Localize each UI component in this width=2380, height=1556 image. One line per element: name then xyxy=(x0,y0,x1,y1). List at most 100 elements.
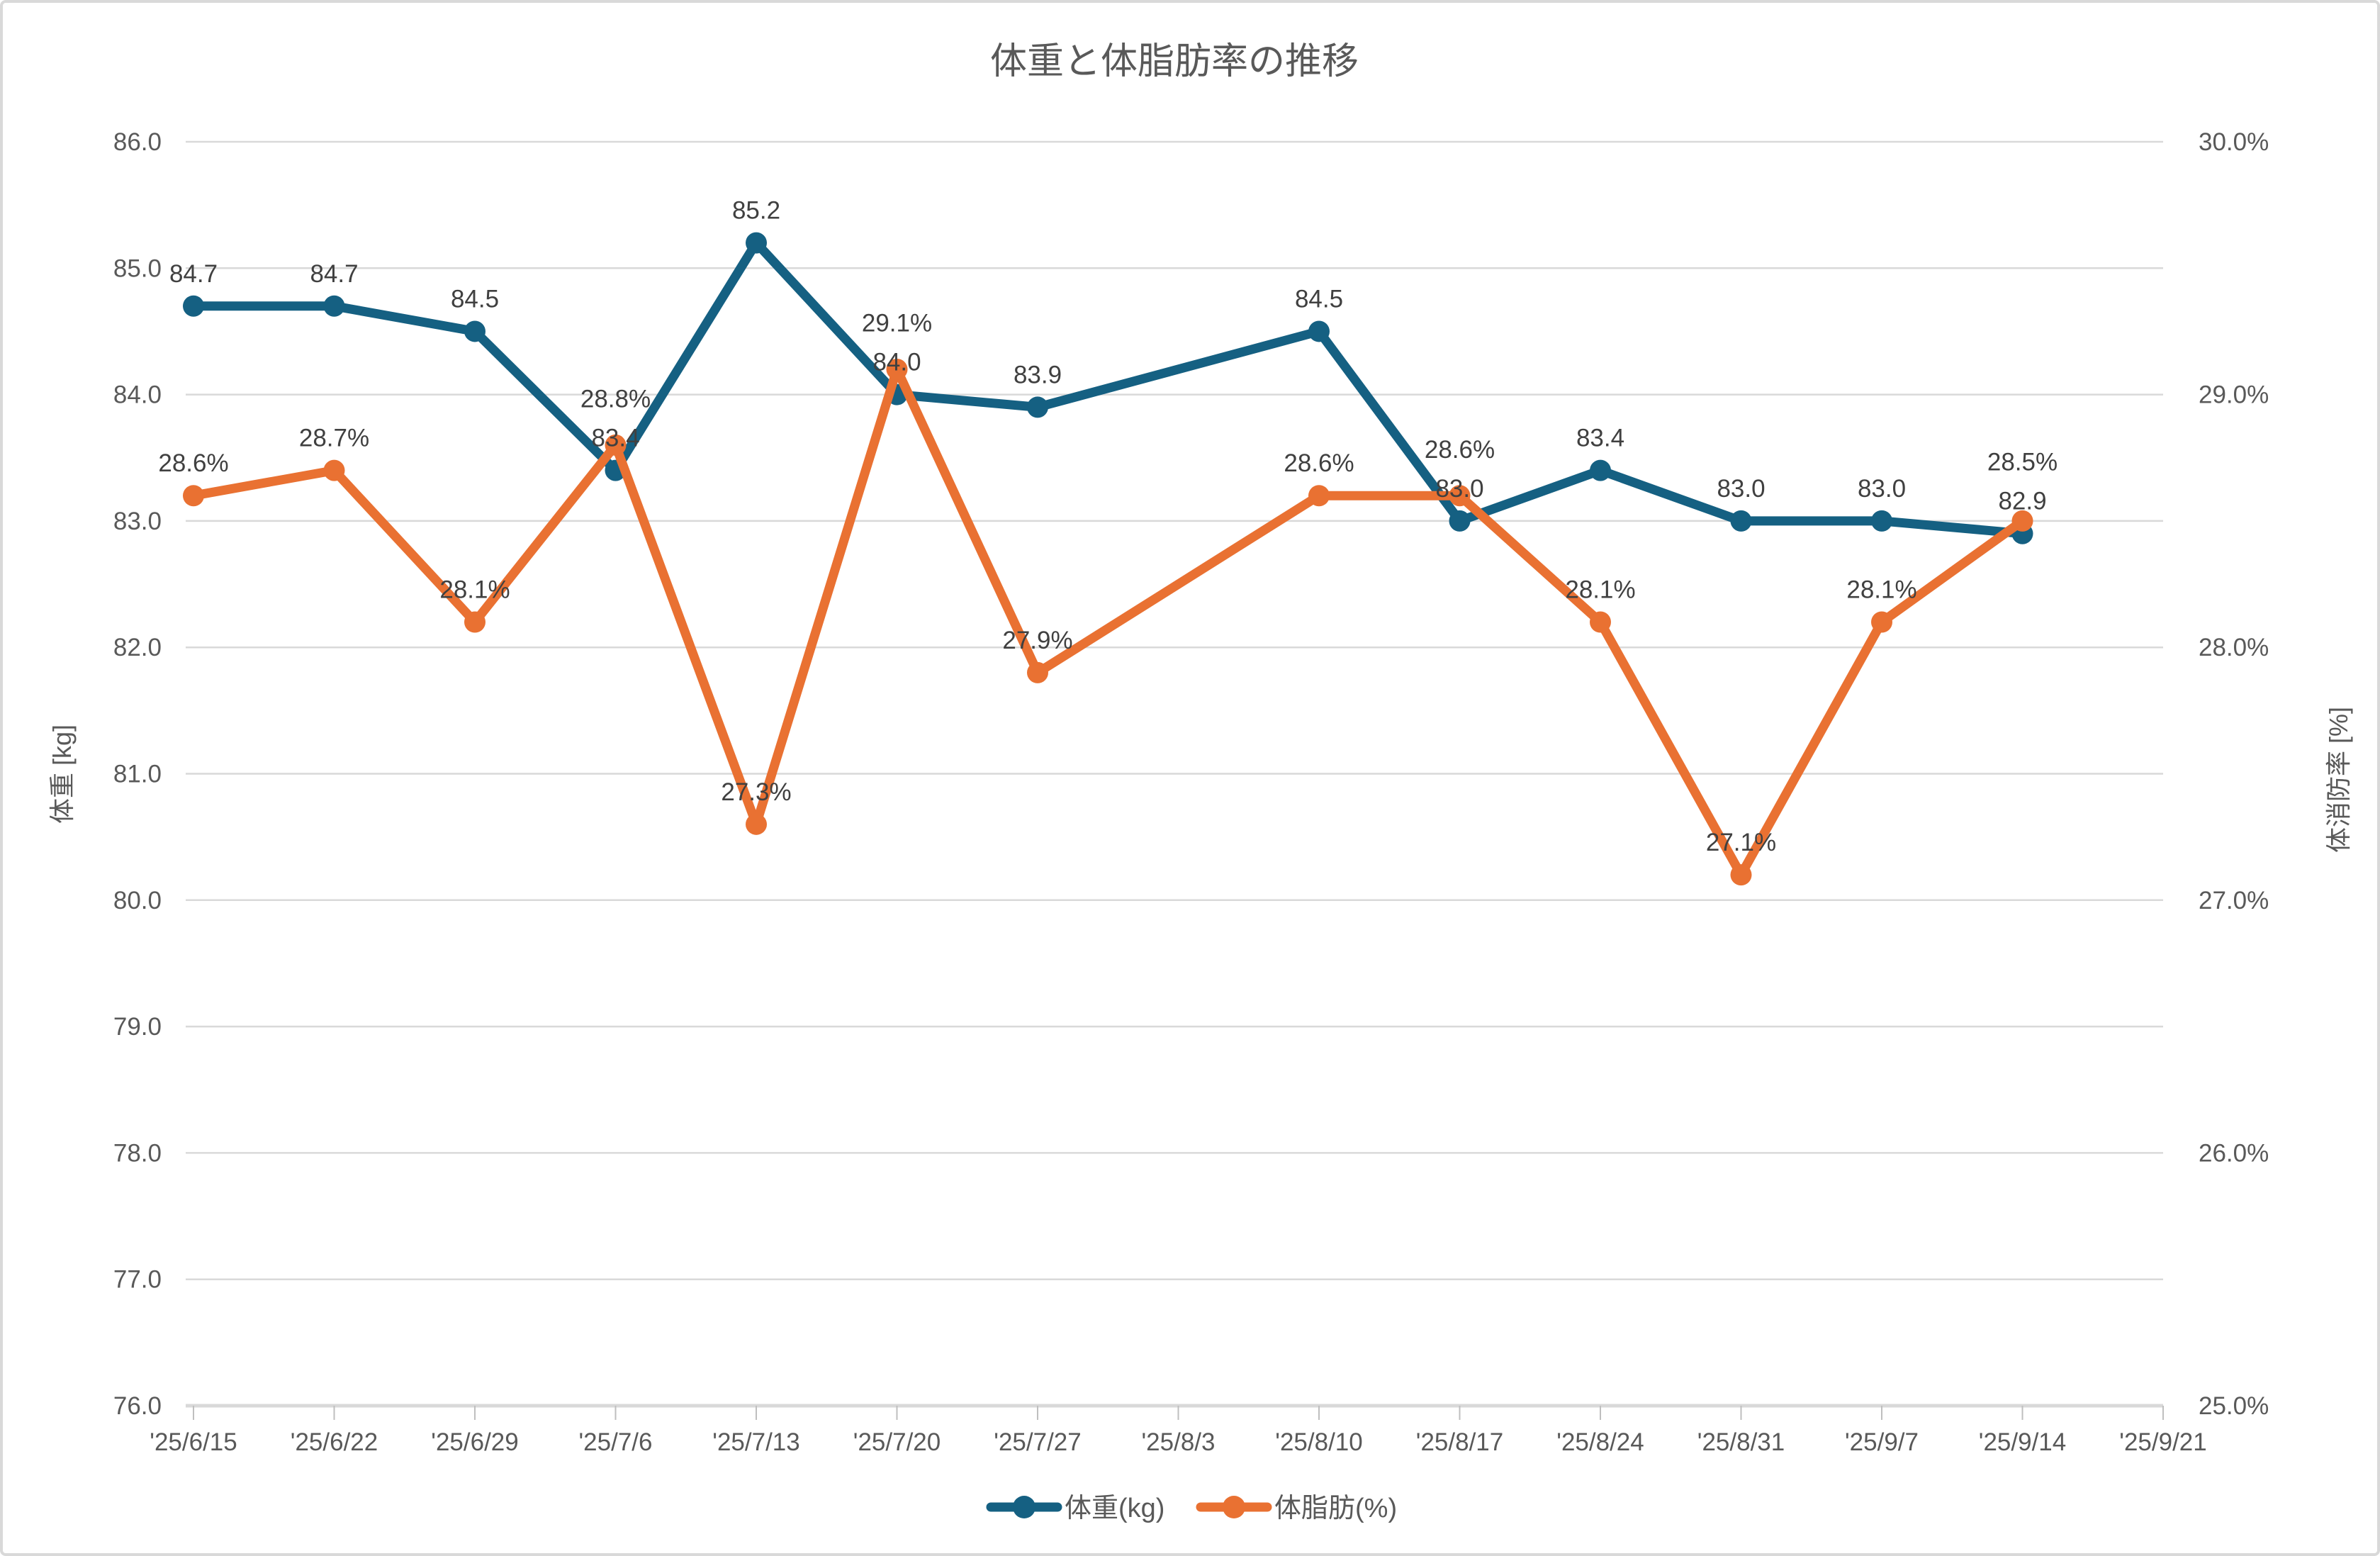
x-axis-category-label: '25/8/3 xyxy=(1142,1428,1216,1456)
right-axis-tick-label: 27.0% xyxy=(2199,887,2269,914)
bodyfat-point-'25/6/29 xyxy=(464,611,485,633)
right-axis-tick-label: 30.0% xyxy=(2199,128,2269,156)
left-axis-tick-label: 79.0 xyxy=(113,1013,162,1041)
bodyfat-point-'25/8/17 xyxy=(1449,485,1471,507)
bodyfat-legend-marker-icon xyxy=(1223,1496,1245,1518)
right-axis-tick-labels: 30.0% 29.0% 28.0% 27.0% 26.0% 25.0% xyxy=(2199,128,2269,1420)
bodyfat-point-'25/7/13 xyxy=(746,813,767,835)
weight-data-label: 83.4 xyxy=(1576,425,1624,452)
left-axis-tick-label: 85.0 xyxy=(113,254,162,282)
gridlines xyxy=(186,140,2163,1408)
weight-data-label: 83.4 xyxy=(591,425,639,452)
left-axis-tick-label: 76.0 xyxy=(113,1392,162,1420)
bodyfat-data-label: 29.1% xyxy=(862,310,932,337)
x-axis-category-label: '25/6/15 xyxy=(150,1428,237,1456)
weight-point-'25/6/15 xyxy=(183,295,204,317)
bodyfat-data-label: 28.1% xyxy=(1846,576,1916,604)
weight-point-'25/9/7 xyxy=(1871,510,1892,532)
left-axis-tick-label: 81.0 xyxy=(113,761,162,788)
right-axis-tick-label: 29.0% xyxy=(2199,381,2269,409)
weight-point-'25/6/29 xyxy=(464,320,485,342)
x-axis xyxy=(193,1406,2164,1420)
x-axis-category-label: '25/7/6 xyxy=(579,1428,653,1456)
right-axis-tick-label: 25.0% xyxy=(2199,1392,2269,1420)
weight-data-label: 84.5 xyxy=(451,285,499,313)
bodyfat-point-'25/6/15 xyxy=(183,485,204,507)
weight-point-'25/6/22 xyxy=(323,295,345,317)
bodyfat-data-label: 28.7% xyxy=(299,425,369,452)
bodyfat-data-label: 28.1% xyxy=(1565,576,1635,604)
bodyfat-point-'25/8/10 xyxy=(1308,485,1330,507)
weight-data-label: 84.5 xyxy=(1295,285,1343,313)
left-axis-tick-label: 84.0 xyxy=(113,381,162,409)
left-axis-tick-label: 82.0 xyxy=(113,634,162,661)
weight-point-'25/7/27 xyxy=(1027,396,1048,418)
bodyfat-data-label: 28.6% xyxy=(1284,449,1354,477)
x-axis-category-label: '25/7/20 xyxy=(853,1428,941,1456)
legend: 体重(kg) 体脂肪(%) xyxy=(986,1494,1397,1523)
right-axis-title: 体消防率 [%] xyxy=(2324,707,2353,853)
legend-label-bodyfat: 体脂肪(%) xyxy=(1274,1494,1397,1523)
weight-data-label: 84.7 xyxy=(169,260,218,288)
data-labels: 84.7 28.6% 84.7 28.7% 84.5 28.1% 83.4 28.8% 85.2… xyxy=(158,197,2058,857)
weight-data-label: 85.2 xyxy=(732,197,780,225)
x-axis-category-label: '25/6/29 xyxy=(431,1428,518,1456)
weight-point-'25/8/10 xyxy=(1308,320,1330,342)
x-axis-category-label: '25/8/24 xyxy=(1556,1428,1644,1456)
right-axis-tick-label: 28.0% xyxy=(2199,634,2269,661)
bodyfat-point-'25/7/20 xyxy=(886,358,908,380)
x-axis-category-label: '25/8/31 xyxy=(1697,1428,1785,1456)
left-axis-tick-labels: 86.0 85.0 84.0 83.0 82.0 81.0 80.0 79.0 78.0 77.0… xyxy=(113,128,162,1420)
weight-legend-marker-icon xyxy=(1013,1496,1035,1518)
weight-point-'25/7/13 xyxy=(746,232,767,254)
bodyfat-data-label: 27.9% xyxy=(1002,627,1072,654)
weight-point-'25/8/24 xyxy=(1590,459,1611,481)
weight-data-label: 83.9 xyxy=(1014,361,1062,388)
x-axis-category-label: '25/9/14 xyxy=(1979,1428,2066,1456)
bodyfat-point-'25/7/27 xyxy=(1027,661,1048,683)
weight-data-label: 83.0 xyxy=(1435,475,1483,503)
weight-data-label: 84.0 xyxy=(872,349,921,376)
left-axis-tick-label: 83.0 xyxy=(113,508,162,535)
weight-point-'25/8/31 xyxy=(1730,510,1752,532)
left-axis-title: 体重 [kg] xyxy=(47,724,77,824)
x-axis-category-label: '25/7/13 xyxy=(712,1428,799,1456)
bodyfat-point-'25/8/31 xyxy=(1730,864,1752,886)
x-axis-category-label: '25/6/22 xyxy=(291,1428,378,1456)
weight-data-label: 84.7 xyxy=(310,260,358,288)
left-axis-tick-label: 77.0 xyxy=(113,1266,162,1294)
bodyfat-point-'25/9/7 xyxy=(1871,611,1892,633)
weight-data-label: 83.0 xyxy=(1717,475,1765,503)
bodyfat-point-'25/6/22 xyxy=(323,459,345,481)
x-axis-category-label: '25/8/10 xyxy=(1275,1428,1362,1456)
legend-item-weight: 体重(kg) xyxy=(986,1494,1164,1523)
bodyfat-data-label: 28.5% xyxy=(1987,449,2058,476)
x-axis-category-label: '25/7/27 xyxy=(994,1428,1081,1456)
bodyfat-point-'25/8/24 xyxy=(1590,611,1611,633)
bodyfat-data-label: 28.6% xyxy=(158,449,228,477)
bodyfat-point-'25/7/6 xyxy=(605,434,627,456)
bodyfat-point-'25/9/14 xyxy=(2011,510,2033,532)
bodyfat-data-label: 28.6% xyxy=(1425,436,1495,464)
weight-data-label: 82.9 xyxy=(1998,488,2046,515)
right-axis-tick-label: 26.0% xyxy=(2199,1139,2269,1167)
x-axis-tick-labels: '25/6/15 '25/6/22 '25/6/29 '25/7/6 '25/7/13 '… xyxy=(150,1428,2206,1456)
left-axis-tick-label: 80.0 xyxy=(113,887,162,914)
bodyfat-data-label: 28.8% xyxy=(580,386,651,413)
x-axis-category-label: '25/9/21 xyxy=(2119,1428,2206,1456)
bodyfat-series xyxy=(183,358,2033,886)
legend-item-bodyfat: 体脂肪(%) xyxy=(1196,1494,1397,1523)
x-axis-category-label: '25/8/17 xyxy=(1416,1428,1503,1456)
x-axis-category-label: '25/9/7 xyxy=(1845,1428,1919,1456)
weight-point-'25/8/17 xyxy=(1449,510,1471,532)
left-axis-tick-label: 78.0 xyxy=(113,1139,162,1167)
left-axis-tick-label: 86.0 xyxy=(113,128,162,156)
weight-data-label: 83.0 xyxy=(1858,475,1906,503)
chart-title: 体重と体脂肪率の推移 xyxy=(990,41,1359,82)
bodyfat-data-label: 27.3% xyxy=(721,778,791,806)
legend-label-weight: 体重(kg) xyxy=(1065,1494,1164,1523)
bodyfat-data-label: 27.1% xyxy=(1706,829,1776,856)
